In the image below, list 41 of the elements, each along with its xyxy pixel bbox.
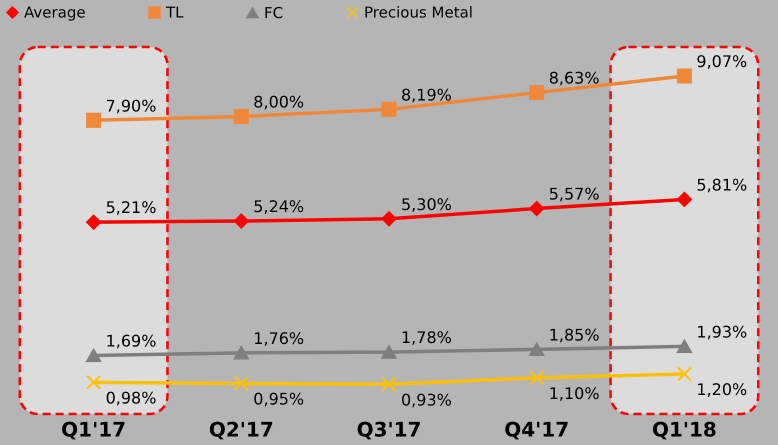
x-tick-label: Q2'17 <box>208 418 274 442</box>
data-label: 1,93% <box>696 322 748 342</box>
data-label: 8,63% <box>548 68 600 88</box>
point <box>529 370 544 386</box>
point <box>529 342 544 356</box>
data-label: 0,93% <box>401 390 452 410</box>
point <box>381 345 397 359</box>
point <box>381 102 397 117</box>
x-tick-label: Q4'17 <box>504 418 570 442</box>
data-label: 0,95% <box>253 390 304 408</box>
data-label: 5,24% <box>253 197 304 216</box>
point <box>234 214 249 229</box>
data-label: 7,90% <box>106 96 156 116</box>
point <box>381 211 397 226</box>
data-label: 9,07% <box>696 52 748 71</box>
data-label: 0,98% <box>106 388 156 408</box>
legend-label: FC <box>264 4 284 22</box>
legend-label: TL <box>165 4 184 22</box>
data-label: 8,19% <box>401 85 452 104</box>
data-label: 1,10% <box>548 384 600 403</box>
data-label: 8,00% <box>253 92 304 112</box>
data-label: 1,78% <box>401 328 452 348</box>
data-label: 1,85% <box>548 325 600 344</box>
legend-label: Average <box>24 4 86 22</box>
x-tick-label: Q1'18 <box>652 418 717 442</box>
point <box>234 376 249 392</box>
data-label: 1,20% <box>696 380 748 400</box>
point <box>529 201 544 216</box>
data-label: 1,76% <box>253 328 304 348</box>
data-label: 1,69% <box>106 331 156 350</box>
point <box>234 108 249 124</box>
point <box>529 85 544 100</box>
point <box>234 346 249 360</box>
data-label: 5,81% <box>696 175 748 194</box>
legend-label: Precious Metal <box>364 4 473 22</box>
data-label: 5,30% <box>401 194 452 214</box>
x-tick-label: Q1'17 <box>61 418 126 442</box>
point <box>381 376 397 392</box>
data-label: 5,21% <box>106 198 156 218</box>
x-tick-label: Q3'17 <box>356 418 422 442</box>
data-label: 5,57% <box>548 184 600 204</box>
